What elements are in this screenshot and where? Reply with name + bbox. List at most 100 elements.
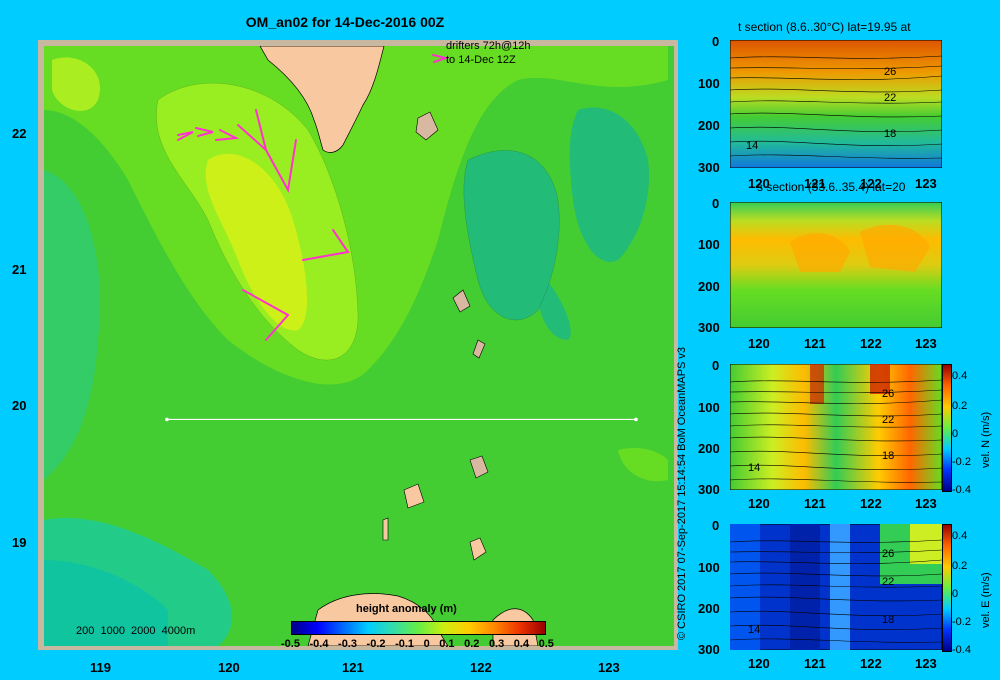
panel-y-tick: 0 [712,196,720,211]
colorbar-tick: 0.3 [488,638,505,650]
colorbar-tick: 0 [952,588,959,600]
vel-n-section-panel [730,364,942,490]
contour-label: 14 [748,624,761,636]
panel-y-tick: 100 [698,560,720,575]
panel-x-tick: 121 [804,336,826,351]
depth-legend: 200 1000 2000 4000m [76,625,196,637]
land-island-5 [403,483,425,509]
anomaly-patch-east-1 [463,150,560,320]
contour-label: 18 [882,614,895,626]
panel-x-tick: 122 [860,336,882,351]
panel-title-salinity: s section (33.6..35.4) lat=20 [757,180,906,194]
panel-x-tick: 123 [915,176,937,191]
colorbar-tick: 0.4 [513,638,530,650]
panel-x-tick: 123 [915,496,937,511]
section-line-end-marker [634,417,638,422]
contour-label: 26 [882,388,895,400]
colorbar-tick: 0.5 [538,638,554,650]
panel-x-tick: 121 [804,656,826,671]
vel-e-colorbar-label: vel. E (m/s) [980,572,992,628]
map-title: OM_an02 for 14-Dec-2016 00Z [245,14,445,30]
drifter-legend-line2: to 14-Dec 12Z [446,54,516,66]
panel-y-tick: 300 [698,320,720,335]
colorbar-tick: 0 [952,428,959,440]
panel-x-tick: 122 [860,656,882,671]
panel-x-tick: 120 [748,176,770,191]
panel-y-tick: 300 [698,160,720,175]
vel-e-section-panel [730,524,942,650]
panel-y-tick: 0 [712,518,720,533]
panel-title-temperature: t section (8.6..30°C) lat=19.95 at [738,20,911,34]
land-island-6 [382,517,389,541]
lat-tick: 21 [12,262,27,277]
panel-x-tick: 120 [748,656,770,671]
panel-x-tick: 121 [804,176,826,191]
vel-n-colorbar-label: vel. N (m/s) [980,411,992,468]
colorbar-tick: 0.1 [439,638,455,650]
height-anomaly-colorbar [291,621,546,635]
panel-x-tick: 121 [804,496,826,511]
lon-tick: 123 [598,660,620,675]
panel-y-tick: 100 [698,237,720,252]
contour-label: 18 [882,450,895,462]
contour-label: 26 [882,548,895,560]
panel-y-tick: 100 [698,76,720,91]
section-line-start-marker [165,417,169,422]
colorbar-tick: 0 [423,638,430,650]
land-island-3 [472,339,486,359]
lat-tick: 22 [12,126,27,141]
colorbar-tick: 0.2 [952,560,968,572]
anomaly-patch-yellow [205,153,308,331]
contour-label: 22 [882,414,895,426]
land-island-7 [469,537,487,561]
panel-x-tick: 123 [915,656,937,671]
panel-y-tick: 200 [698,601,720,616]
panel-y-tick: 200 [698,118,720,133]
land-taiwan [259,46,385,153]
lat-tick: 19 [12,535,27,550]
colorbar-tick: -0.4 [952,644,971,656]
land-island-2 [452,289,471,313]
anomaly-patch-east-2 [569,107,649,262]
colorbar-tick: -0.2 [952,616,971,628]
panel-x-tick: 120 [748,336,770,351]
lon-tick: 119 [90,660,111,675]
anomaly-patch-west [44,170,100,480]
panel-y-tick: 200 [698,279,720,294]
vel-n-colorbar [942,364,952,492]
colorbar-tick: 0.2 [464,638,480,650]
colorbar-tick: 0.2 [952,400,968,412]
panel-x-tick: 120 [748,496,770,511]
colorbar-tick: -0.4 [952,484,971,496]
contour-label: 14 [748,462,761,474]
lon-tick: 121 [342,660,364,675]
panel-y-tick: 200 [698,441,720,456]
panel-y-tick: 0 [712,34,720,49]
colorbar-tick: 0.4 [952,370,968,382]
panel-y-tick: 300 [698,642,720,657]
lon-tick: 122 [470,660,492,675]
colorbar-tick: -0.3 [338,638,357,650]
vel-e-colorbar [942,524,952,652]
height-anomaly-map [38,40,678,650]
temperature-section-panel [730,40,942,168]
contour-label: 18 [884,128,897,140]
colorbar-tick: -0.5 [281,638,300,650]
contour-label: 22 [884,92,897,104]
panel-x-tick: 122 [860,496,882,511]
lat-tick: 20 [12,398,27,413]
panel-y-tick: 0 [712,358,720,373]
panel-x-tick: 122 [860,176,882,191]
contour-label: 14 [746,140,759,152]
contour-label: 22 [882,576,895,588]
drifter-tracks [177,54,450,341]
colorbar-ticks: -0.5 -0.4 -0.3 -0.2 -0.1 0 0.1 0.2 0.3 0… [281,638,554,650]
colorbar-tick: 0.4 [952,530,968,542]
colorbar-tick: -0.2 [366,638,386,650]
lon-tick: 120 [218,660,240,675]
land-island-1 [415,111,439,141]
panel-x-tick: 123 [915,336,937,351]
panel-y-tick: 100 [698,400,720,415]
colorbar-label: height anomaly (m) [356,603,457,615]
colorbar-tick: -0.1 [395,638,415,650]
